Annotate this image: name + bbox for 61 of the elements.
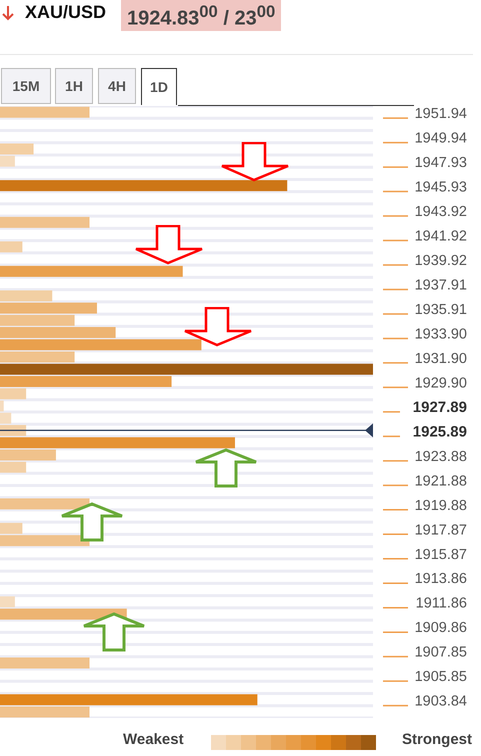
bar xyxy=(0,106,90,118)
bar xyxy=(0,266,183,277)
bar xyxy=(0,352,75,363)
y-tick-label: 1921.88 xyxy=(414,473,467,490)
bar xyxy=(0,449,56,460)
y-tick-label: 1931.90 xyxy=(414,350,467,367)
bar xyxy=(0,424,26,436)
bar xyxy=(0,694,258,706)
y-tick-label: 1929.90 xyxy=(414,375,467,392)
y-tick-label: 1933.90 xyxy=(414,326,467,342)
y-tick-label: 1907.85 xyxy=(414,644,467,661)
text: 15M xyxy=(1,68,51,104)
bar xyxy=(0,388,26,400)
bar xyxy=(0,462,26,473)
bar xyxy=(0,180,288,192)
text: 1D xyxy=(141,68,177,105)
y-tick-label: 1913.86 xyxy=(414,571,467,588)
bar xyxy=(0,290,52,302)
y-tick-label: 1917.87 xyxy=(414,522,467,538)
y-tick-label: 1937.91 xyxy=(414,277,467,294)
text: Weakest xyxy=(123,731,184,748)
text: 4H xyxy=(98,68,136,104)
y-tick-label: 1919.88 xyxy=(414,498,467,514)
chart-subtitle: 1924.83$^{00}$ / 23$^{00}$ xyxy=(121,0,282,31)
text: 1H xyxy=(55,68,93,104)
bar xyxy=(0,314,75,326)
bar xyxy=(0,364,373,375)
y-tick-label: 1943.92 xyxy=(414,204,467,220)
chart-title: XAU/USD xyxy=(25,2,106,23)
bar xyxy=(0,241,22,252)
y-tick-label: 1911.86 xyxy=(416,596,467,612)
bar xyxy=(0,376,172,388)
bar xyxy=(0,706,90,718)
y-tick-label: 1935.91 xyxy=(414,302,467,318)
y-tick-label: 1945.93 xyxy=(414,180,467,196)
bar xyxy=(0,608,127,620)
bar xyxy=(0,596,15,608)
bar xyxy=(0,143,34,154)
y-tick-label: 1903.84 xyxy=(414,694,467,710)
bar xyxy=(0,658,90,669)
bar xyxy=(0,339,202,350)
y-tick-label: 1909.86 xyxy=(414,620,467,636)
y-tick-label: 1939.92 xyxy=(414,253,467,269)
y-tick-label: 1905.85 xyxy=(414,669,467,686)
text: Strongest xyxy=(402,731,472,748)
y-tick-label: 1925.89 xyxy=(412,423,467,440)
y-tick-label: 1941.92 xyxy=(414,228,467,245)
y-tick-label: 1947.93 xyxy=(414,155,467,172)
bar xyxy=(0,522,22,534)
y-tick-label: 1949.94 xyxy=(414,130,467,147)
bar xyxy=(0,302,97,314)
bar xyxy=(0,216,90,228)
y-tick-label: 1915.87 xyxy=(414,546,467,563)
bar xyxy=(0,498,90,510)
bar xyxy=(0,437,235,448)
y-tick-label: 1951.94 xyxy=(414,106,467,122)
y-tick-label: 1923.88 xyxy=(414,448,467,465)
y-tick-label: 1927.89 xyxy=(412,398,467,416)
bar xyxy=(0,327,116,338)
bar xyxy=(0,535,90,546)
bar xyxy=(0,156,15,167)
